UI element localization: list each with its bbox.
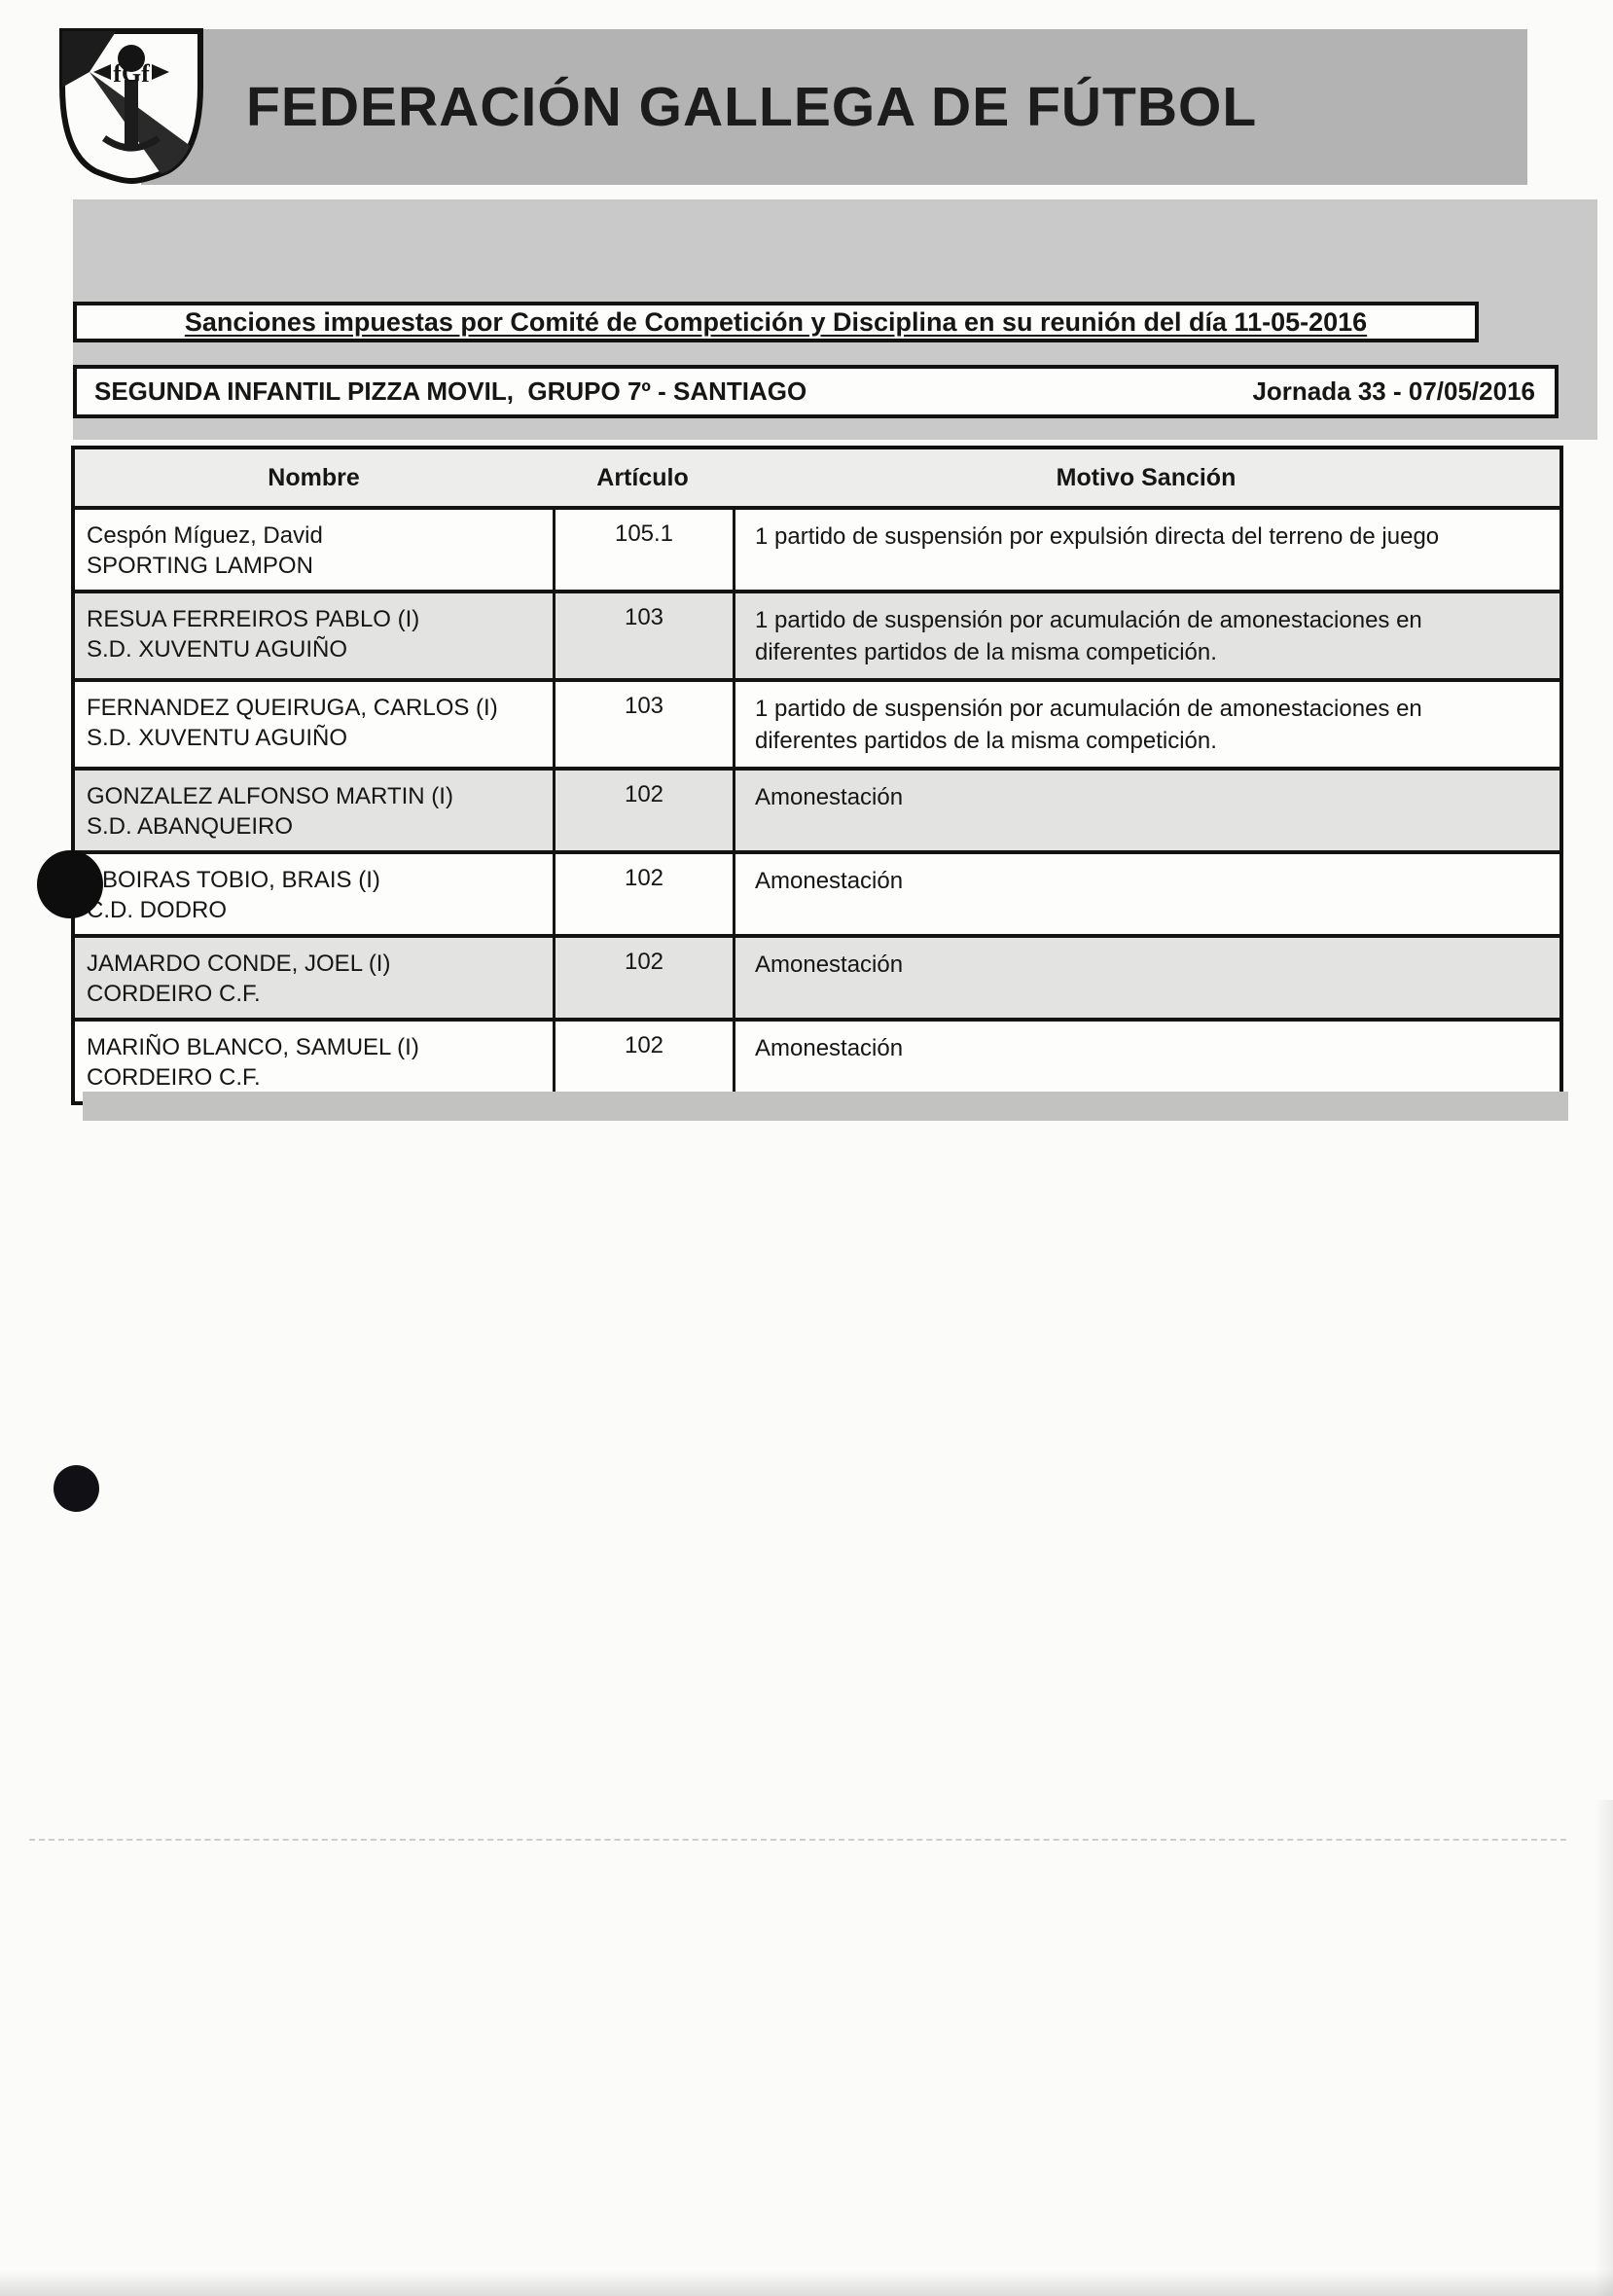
- article-number: 102: [553, 1022, 733, 1101]
- table-drop-shadow: [83, 1092, 1568, 1121]
- sanction-motive: 1 partido de suspensión por acumulación …: [755, 607, 1422, 665]
- player-team: CORDEIRO C.F.: [87, 1064, 261, 1091]
- article-number: 102: [553, 938, 733, 1018]
- matchday-date: Jornada 33 - 07/05/2016: [1252, 377, 1535, 406]
- article-number: 102: [553, 771, 733, 850]
- sanction-motive: Amonestación: [755, 951, 904, 978]
- sanctions-table: Nombre Artículo Motivo Sanción Cespón Mí…: [71, 446, 1563, 1105]
- sanctions-title: Sanciones impuestas por Comité de Compet…: [184, 306, 1368, 337]
- player-team: SPORTING LAMPON: [87, 553, 313, 579]
- sanction-motive: 1 partido de suspensión por expulsión di…: [755, 523, 1440, 550]
- table-row: Cespón Míguez, David SPORTING LAMPON 105…: [75, 506, 1559, 590]
- player-name: EBOIRAS TOBIO, BRAIS (I): [87, 867, 380, 893]
- player-team: S.D. ABANQUEIRO: [87, 813, 294, 840]
- fold-line-artifact: [29, 1839, 1566, 1841]
- org-title: FEDERACIÓN GALLEGA DE FÚTBOL: [246, 76, 1258, 138]
- player-team: S.D. XUVENTU AGUIÑO: [87, 636, 348, 663]
- table-header-row: Nombre Artículo Motivo Sanción: [75, 449, 1559, 506]
- table-row: FERNANDEZ QUEIRUGA, CARLOS (I) S.D. XUVE…: [75, 678, 1559, 767]
- competition-bar: SEGUNDA INFANTIL PIZZA MOVIL, GRUPO 7º -…: [73, 365, 1559, 418]
- player-name: RESUA FERREIROS PABLO (I): [87, 606, 420, 632]
- player-name: MARIÑO BLANCO, SAMUEL (I): [87, 1034, 419, 1060]
- fgf-shield-logo-icon: fGf: [59, 28, 203, 185]
- player-name: Cespón Míguez, David: [87, 522, 323, 549]
- scan-edge-smudge: [1595, 1800, 1613, 2296]
- article-number: 103: [553, 682, 733, 767]
- sanction-motive: Amonestación: [755, 1035, 904, 1061]
- sanctions-title-box: Sanciones impuestas por Comité de Compet…: [73, 302, 1479, 342]
- table-row: JAMARDO CONDE, JOEL (I) CORDEIRO C.F. 10…: [75, 934, 1559, 1018]
- column-header-motivo: Motivo Sanción: [1056, 463, 1237, 491]
- sanction-motive: Amonestación: [755, 868, 904, 894]
- ink-blot-artifact: [37, 850, 103, 918]
- player-name: FERNANDEZ QUEIRUGA, CARLOS (I): [87, 695, 498, 721]
- competition-name: SEGUNDA INFANTIL PIZZA MOVIL, GRUPO 7º -…: [94, 377, 807, 406]
- svg-text:fGf: fGf: [113, 59, 150, 88]
- table-row: GONZALEZ ALFONSO MARTIN (I) S.D. ABANQUE…: [75, 767, 1559, 850]
- player-name: JAMARDO CONDE, JOEL (I): [87, 951, 391, 977]
- player-team: S.D. XUVENTU AGUIÑO: [87, 725, 348, 751]
- sanction-motive: 1 partido de suspensión por acumulación …: [755, 696, 1422, 754]
- player-team: C.D. DODRO: [87, 897, 227, 923]
- article-number: 105.1: [553, 510, 733, 590]
- table-row: EBOIRAS TOBIO, BRAIS (I) C.D. DODRO 102 …: [75, 850, 1559, 934]
- sanction-motive: Amonestación: [755, 784, 904, 810]
- article-number: 103: [553, 593, 733, 678]
- column-header-nombre: Nombre: [268, 463, 360, 491]
- article-number: 102: [553, 854, 733, 934]
- player-name: GONZALEZ ALFONSO MARTIN (I): [87, 783, 453, 809]
- player-team: CORDEIRO C.F.: [87, 981, 261, 1007]
- table-row: RESUA FERREIROS PABLO (I) S.D. XUVENTU A…: [75, 590, 1559, 678]
- column-header-articulo: Artículo: [596, 463, 689, 491]
- header-banner: FEDERACIÓN GALLEGA DE FÚTBOL: [141, 29, 1527, 185]
- hole-punch-dot: [54, 1465, 99, 1512]
- table-row: MARIÑO BLANCO, SAMUEL (I) CORDEIRO C.F. …: [75, 1018, 1559, 1101]
- scan-bottom-smudge: [0, 2271, 1613, 2296]
